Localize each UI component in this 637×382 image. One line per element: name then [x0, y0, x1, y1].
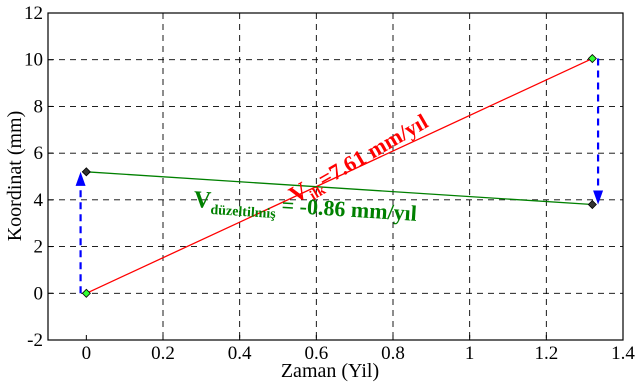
arrow-head-1 [593, 190, 604, 205]
y-tick-label: -2 [27, 330, 43, 351]
plot-frame [47, 12, 624, 341]
series-line-1 [86, 171, 593, 206]
grid [48, 13, 623, 340]
series-line-0 [86, 57, 593, 294]
data-point-1 [587, 53, 597, 64]
y-tick-label: 6 [34, 143, 44, 164]
x-tick-label: 0.2 [151, 343, 175, 364]
arrow-layer [75, 58, 604, 294]
plot-area [48, 13, 623, 340]
y-tick-label: 2 [34, 237, 44, 258]
y-axis-label: Koordinat (mm) [4, 111, 26, 242]
x-tick-label: 1.2 [534, 343, 558, 364]
arrow-head-0 [75, 171, 86, 186]
data-point-0 [81, 288, 91, 298]
y-tick-label: 12 [24, 3, 43, 24]
y-tick-label: 8 [34, 96, 44, 117]
tick-layer: 0 0.2 0.4 0.6 0.8 1 1.2 1.4 -2 0 2 4 6 8 10 12 [24, 3, 635, 364]
series-layer [86, 57, 593, 294]
x-tick-label: 1.4 [611, 343, 635, 364]
data-point-2 [81, 167, 91, 177]
point-layer [81, 53, 597, 298]
x-tick-label: 0.8 [381, 343, 405, 364]
x-tick-label: 0.6 [304, 343, 328, 364]
y-tick-label: 10 [24, 50, 43, 71]
x-tick-label: 1 [465, 343, 475, 364]
x-tick-label: 0.4 [228, 343, 252, 364]
x-axis-label: Zaman (Yil) [281, 360, 379, 382]
y-tick-label: 0 [34, 283, 44, 304]
data-point-3 [587, 199, 597, 210]
y-tick-label: 4 [34, 190, 44, 211]
x-tick-label: 0 [82, 343, 92, 364]
